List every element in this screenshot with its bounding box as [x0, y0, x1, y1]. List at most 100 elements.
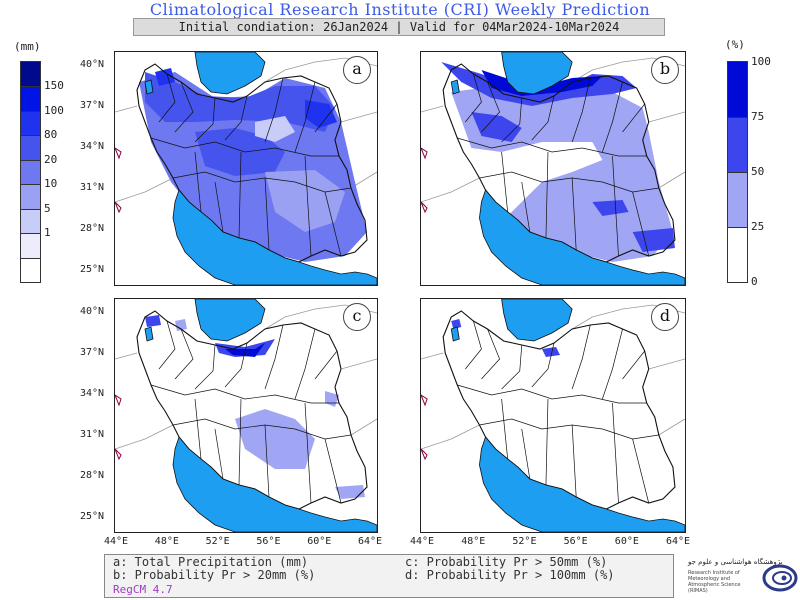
province-border	[174, 328, 194, 380]
panel-label: b	[651, 56, 679, 84]
province-border	[294, 81, 316, 153]
colorbar-segment	[21, 233, 40, 258]
map-svg	[115, 52, 377, 285]
province-border	[264, 424, 270, 498]
province-border	[304, 155, 312, 257]
province-border	[479, 171, 659, 193]
right-colorbar-unit: (%)	[725, 38, 745, 51]
province-border	[174, 81, 194, 133]
lon-tick-label: 60°E	[307, 536, 332, 547]
province-border	[501, 151, 509, 213]
neighbor-border	[421, 424, 480, 450]
province-border	[194, 151, 202, 213]
lat-tick-label: 34°N	[80, 141, 105, 152]
neighbor-border	[340, 358, 377, 370]
country-fill	[443, 311, 675, 509]
province-border	[457, 137, 647, 157]
country-border	[136, 63, 368, 263]
coast-fragment	[115, 201, 122, 214]
lon-tick-label: 64°E	[358, 536, 383, 547]
province-border	[158, 73, 176, 123]
province-border	[264, 324, 284, 390]
left-colorbar	[20, 61, 41, 283]
left-colorbar-unit: (mm)	[14, 40, 41, 53]
colorbar-label: 5	[44, 201, 51, 215]
lat-tick-label: 40°N	[80, 306, 105, 317]
coast-fragment	[115, 394, 122, 407]
colorbar-label: 10	[44, 177, 58, 191]
province-border	[612, 402, 619, 504]
colorbar-label: 75	[751, 110, 765, 123]
lake-urmia	[450, 326, 460, 342]
province-border	[465, 73, 482, 123]
province-border	[214, 428, 224, 480]
province-border	[194, 398, 202, 460]
lon-tick-label: 60°E	[614, 536, 639, 547]
neighbor-border	[350, 418, 377, 436]
province-border	[622, 350, 645, 380]
coast-fragment	[421, 394, 428, 407]
precip-patch	[145, 72, 335, 132]
persian-gulf	[479, 436, 685, 532]
province-border	[612, 155, 619, 257]
coast-fragment	[115, 448, 122, 461]
lon-tick-label: 48°E	[461, 536, 486, 547]
page-title: Climatological Research Institute (CRI) …	[149, 0, 651, 19]
precip-patch	[265, 170, 345, 232]
precip-patch	[305, 100, 337, 128]
panel-label: d	[651, 303, 679, 331]
province-border	[545, 398, 549, 486]
colorbar-segment	[21, 86, 40, 111]
province-border	[602, 81, 623, 153]
province-border	[571, 177, 577, 251]
province-border	[479, 418, 659, 440]
colorbar-segment	[728, 117, 747, 172]
map-panel-a: a	[114, 51, 378, 286]
neighbor-border	[658, 418, 685, 436]
neighbor-border	[115, 105, 138, 113]
caspian-sea	[501, 299, 573, 342]
map-panel-d: d	[420, 298, 686, 533]
province-border	[457, 384, 647, 404]
persian-gulf	[172, 436, 377, 532]
colorbar-label: 100	[751, 55, 771, 68]
precip-patch	[541, 347, 561, 357]
province-border	[304, 402, 312, 504]
colorbar-label: 0	[751, 275, 758, 288]
model-label: RegCM 4.7	[113, 583, 173, 596]
country-border	[442, 63, 676, 263]
country-border	[136, 310, 368, 510]
lat-tick-label: 37°N	[80, 347, 105, 358]
institute-logo: پژوهشگاه هواشناسی و علوم جو Research Ins…	[688, 556, 798, 596]
legend-item-b: b: Probability Pr > 20mm (%)	[113, 568, 316, 582]
lon-tick-label: 44°E	[410, 536, 435, 547]
lat-tick-label: 37°N	[80, 100, 105, 111]
coast-fragment	[421, 448, 428, 461]
neighbor-border	[648, 111, 685, 123]
province-border	[602, 328, 623, 400]
province-border	[238, 398, 242, 486]
colorbar-label: 25	[751, 220, 765, 233]
colorbar-segment	[728, 172, 747, 227]
country-border	[442, 310, 676, 510]
colorbar-segment	[21, 135, 40, 160]
persian-gulf	[172, 189, 377, 285]
precip-patch	[175, 319, 187, 331]
legend-item-c: c: Probability Pr > 50mm (%)	[405, 555, 608, 569]
precip-patch	[145, 315, 161, 327]
province-border	[465, 320, 482, 370]
province-border	[194, 344, 216, 390]
coast-fragment	[421, 201, 428, 214]
province-border	[264, 177, 270, 251]
lat-tick-label: 40°N	[80, 59, 105, 70]
colorbar-segment	[728, 62, 747, 117]
province-border	[224, 95, 248, 141]
colorbar-label: 80	[44, 128, 58, 142]
province-border	[521, 428, 531, 480]
province-border	[632, 438, 650, 504]
lon-tick-label: 56°E	[563, 536, 588, 547]
map-svg	[421, 299, 685, 532]
colorbar-label: 100	[44, 103, 64, 117]
province-border	[501, 344, 523, 390]
page-subtitle: Initial condiation: 26Jan2024 | Valid fo…	[133, 18, 665, 36]
